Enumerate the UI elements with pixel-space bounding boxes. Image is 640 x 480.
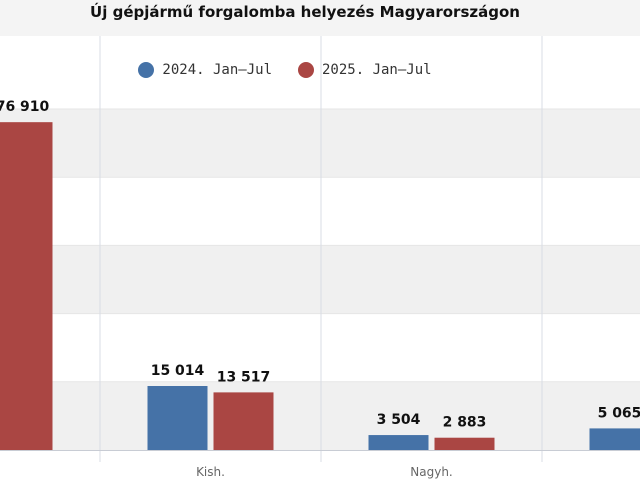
legend-item-2024[interactable]: 2024. Jan–Jul	[138, 62, 272, 78]
data-label-0-3: 5 065	[598, 405, 640, 421]
legend-label-2025: 2025. Jan–Jul	[322, 62, 432, 78]
grid-band	[0, 245, 640, 314]
legend-item-2025[interactable]: 2025. Jan–Jul	[298, 62, 432, 78]
data-label-1-1: 13 517	[217, 369, 271, 385]
data-label-0-2: 3 504	[377, 412, 421, 428]
bar-1-2	[434, 437, 495, 450]
bar-1-1	[213, 392, 274, 450]
bar-0-1	[147, 386, 208, 450]
x-tick-label: Kish.	[196, 465, 225, 479]
data-label-0-1: 15 014	[151, 363, 205, 379]
x-tick-label: …k.	[0, 465, 1, 479]
legend-marker-2025	[298, 62, 314, 78]
data-label-1-0: 76 910	[0, 99, 50, 115]
legend-label-2024: 2024. Jan–Jul	[162, 62, 272, 78]
legend-marker-2024	[138, 62, 155, 78]
bar-0-2	[368, 435, 429, 450]
bar-0-3	[589, 428, 640, 450]
x-tick-label: Nagyh.	[410, 465, 452, 479]
title-band	[0, 0, 640, 36]
grid-band	[0, 381, 640, 450]
chart-title: Új gépjármű forgalomba helyezés Magyaror…	[90, 3, 520, 21]
grid-band	[0, 109, 640, 178]
bar-1-0	[0, 122, 53, 450]
legend: 2024. Jan–Jul 2025. Jan–Jul	[0, 62, 570, 78]
data-label-1-2: 2 883	[443, 415, 487, 431]
